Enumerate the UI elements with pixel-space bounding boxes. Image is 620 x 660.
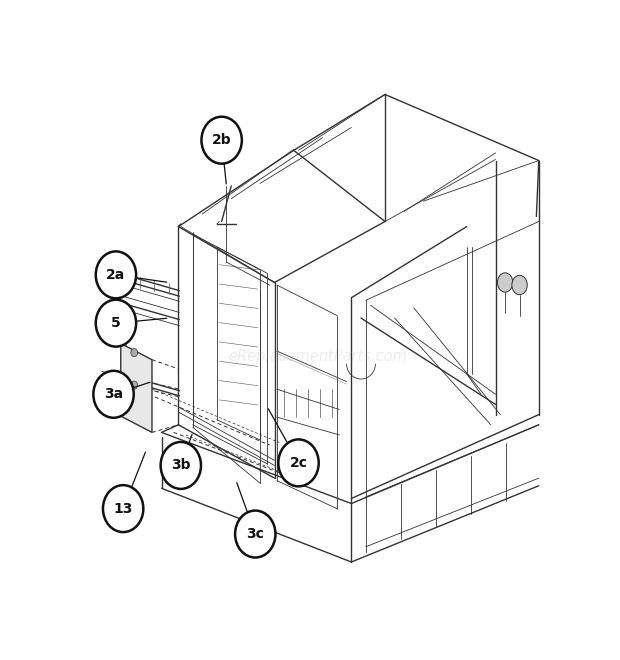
Text: 3c: 3c [246,527,264,541]
Ellipse shape [131,381,138,389]
Text: 2a: 2a [106,268,126,282]
Text: 2b: 2b [212,133,231,147]
Polygon shape [121,343,152,432]
Text: 3a: 3a [104,387,123,401]
Ellipse shape [497,273,513,292]
Ellipse shape [95,251,136,298]
Ellipse shape [512,275,527,294]
Text: 5: 5 [111,316,121,330]
Ellipse shape [202,117,242,164]
Text: 3b: 3b [171,459,190,473]
Ellipse shape [95,300,136,346]
Ellipse shape [278,440,319,486]
Text: 13: 13 [113,502,133,515]
Ellipse shape [131,348,138,356]
Text: eReplacementParts.com: eReplacementParts.com [228,348,407,364]
Ellipse shape [235,511,275,558]
Text: 2c: 2c [290,456,308,470]
Ellipse shape [103,485,143,532]
Ellipse shape [94,371,134,418]
Ellipse shape [161,442,201,489]
